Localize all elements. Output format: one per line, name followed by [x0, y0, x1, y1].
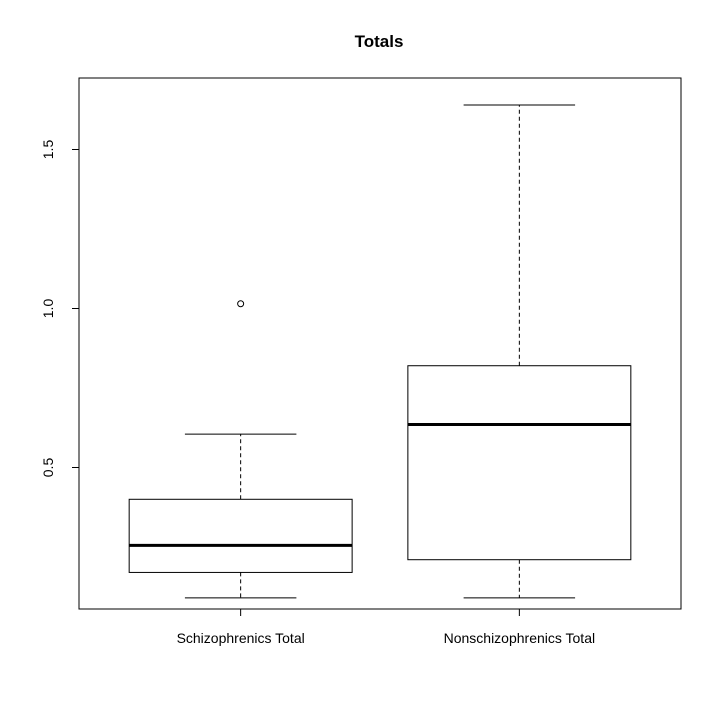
box-group	[128, 300, 353, 599]
box-group	[407, 104, 632, 599]
outlier-point	[237, 300, 245, 308]
y-tick-label: 1.5	[40, 140, 56, 160]
y-tick-label: 1.0	[40, 299, 56, 319]
x-axis: Schizophrenics Total Nonschizophrenics To…	[177, 609, 596, 646]
boxes-layer	[128, 104, 632, 599]
iqr-box	[407, 365, 632, 561]
chart-title: Totals	[355, 32, 404, 51]
iqr-box	[128, 498, 353, 573]
x-tick-label: Nonschizophrenics Total	[444, 630, 596, 646]
x-tick-label: Schizophrenics Total	[177, 630, 305, 646]
y-tick-label: 0.5	[40, 458, 56, 478]
y-axis: 0.5 1.0 1.5	[40, 140, 80, 478]
